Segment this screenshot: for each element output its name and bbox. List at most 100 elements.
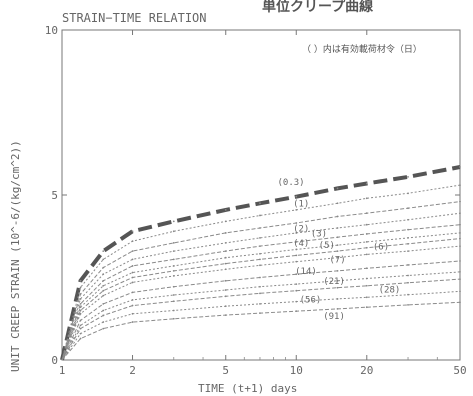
data-point [336, 244, 339, 247]
curve-label: (4) [293, 239, 309, 249]
data-point [131, 271, 134, 274]
data-point [365, 182, 368, 185]
data-point [172, 241, 175, 244]
data-point [79, 303, 82, 305]
data-point [295, 254, 298, 257]
series-line [61, 201, 461, 361]
data-point [365, 296, 368, 299]
data-point [459, 278, 461, 281]
data-point [172, 230, 175, 233]
data-point [407, 228, 409, 231]
data-point [102, 303, 105, 305]
data-point [224, 262, 227, 265]
data-point [79, 324, 82, 327]
x-tick-label: 10 [290, 364, 303, 377]
data-point [259, 237, 261, 239]
data-point [131, 299, 134, 301]
y-tick-label: 0 [51, 354, 58, 367]
data-point [224, 279, 227, 282]
curve-label: (1) [293, 200, 309, 210]
data-point [79, 332, 82, 335]
data-point [365, 267, 368, 270]
data-point [336, 270, 339, 272]
data-point [259, 202, 261, 205]
data-point [365, 223, 368, 226]
data-point [459, 223, 461, 226]
data-point [407, 207, 409, 210]
data-point [102, 258, 105, 261]
data-point [224, 232, 227, 234]
data-point [407, 303, 409, 306]
curve-label: (5) [319, 241, 335, 251]
data-point [336, 286, 339, 289]
data-point [259, 285, 261, 288]
data-point [172, 274, 175, 277]
data-point [172, 309, 175, 312]
data-point [79, 293, 82, 295]
curve-label: (0.3) [277, 178, 304, 188]
data-point [295, 240, 298, 243]
data-point [365, 212, 368, 215]
x-tick-label: 50 [453, 364, 466, 377]
data-point [459, 212, 461, 215]
data-point [131, 230, 134, 233]
corner-title: 単位クリープ曲線 [262, 0, 373, 15]
data-point [79, 306, 82, 309]
data-point [131, 281, 134, 284]
y-tick-label: 10 [45, 24, 58, 37]
data-point [79, 309, 82, 312]
data-point [336, 307, 339, 310]
data-point [295, 208, 298, 211]
data-point [131, 276, 134, 279]
data-point [259, 264, 261, 267]
curve-label: (3) [311, 229, 327, 239]
data-point [224, 314, 227, 317]
data-point [259, 292, 261, 295]
data-point [224, 220, 227, 223]
data-point [131, 240, 134, 243]
data-point [295, 310, 298, 313]
data-point [459, 232, 461, 234]
curve-label: (7) [329, 256, 345, 266]
x-axis-label: TIME (t+1) days [198, 382, 297, 395]
data-point [259, 312, 261, 315]
data-point [459, 301, 461, 304]
data-point [102, 327, 105, 330]
plot-frame [61, 29, 461, 361]
data-point [336, 298, 339, 300]
data-point [102, 284, 105, 287]
data-point [172, 265, 175, 267]
data-point [259, 258, 261, 261]
data-point [224, 241, 227, 244]
x-tick-label: 1 [59, 364, 66, 377]
data-point [79, 337, 82, 340]
data-point [459, 290, 461, 293]
data-point [259, 303, 261, 305]
data-point [131, 265, 134, 267]
curve-label: (21) [323, 277, 345, 287]
data-point [407, 293, 409, 296]
data-point [131, 321, 134, 323]
data-point [365, 284, 368, 287]
data-point [365, 240, 368, 243]
data-point [79, 319, 82, 322]
data-point [224, 250, 227, 253]
data-point [407, 264, 409, 266]
data-point [336, 250, 339, 253]
data-point [336, 187, 339, 190]
data-point [259, 252, 261, 255]
data-point [459, 270, 461, 273]
data-point [459, 166, 461, 168]
series-line [61, 224, 461, 361]
data-point [365, 246, 368, 249]
data-point [259, 227, 261, 229]
data-point [407, 281, 409, 284]
series-line [61, 184, 461, 361]
data-point [336, 227, 339, 229]
data-point [259, 214, 261, 217]
data-point [224, 289, 227, 291]
data-point [295, 300, 298, 303]
data-point [172, 270, 175, 272]
data-point [79, 312, 82, 315]
data-point [365, 277, 368, 280]
